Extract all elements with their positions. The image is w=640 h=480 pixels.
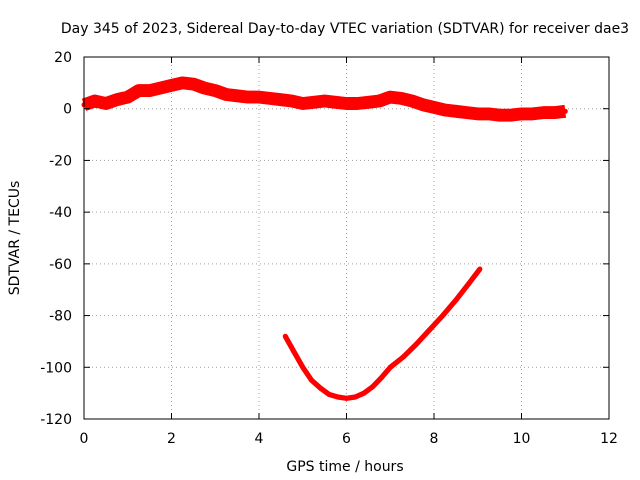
data-point — [540, 110, 546, 116]
data-point — [136, 88, 142, 94]
x-axis-label: GPS time / hours — [286, 459, 403, 475]
data-point — [344, 395, 349, 401]
data-point — [92, 98, 98, 104]
data-point — [376, 98, 382, 104]
data-point — [398, 95, 404, 101]
data-point — [322, 98, 328, 104]
data-point — [414, 341, 419, 347]
data-point — [442, 107, 448, 113]
data-point — [289, 98, 295, 104]
y-axis-label: SDTVAR / TECUs — [7, 181, 23, 296]
x-tick-label: 0 — [80, 431, 89, 447]
data-point — [370, 384, 376, 390]
x-tick-label: 2 — [167, 431, 176, 447]
y-tick-label: -80 — [49, 309, 72, 325]
data-point — [282, 333, 288, 339]
y-tick-label: -100 — [40, 360, 72, 376]
y-tick-label: -120 — [40, 412, 72, 428]
data-point — [420, 102, 426, 108]
data-point — [291, 349, 297, 355]
y-tick-label: 0 — [63, 102, 72, 118]
data-point — [431, 104, 437, 110]
data-point — [379, 375, 384, 381]
data-point — [361, 390, 367, 396]
data-point — [466, 280, 472, 286]
data-point — [103, 101, 109, 106]
x-tick-label: 4 — [255, 431, 264, 447]
data-point — [278, 97, 284, 103]
data-point — [147, 88, 153, 94]
data-point — [190, 81, 196, 87]
data-point — [245, 94, 251, 100]
data-point — [354, 101, 360, 106]
data-point — [529, 111, 535, 117]
grid-lines — [84, 57, 609, 419]
data-point — [344, 101, 349, 106]
y-tick-label: -60 — [49, 257, 72, 273]
y-tick-label: -20 — [49, 153, 72, 169]
data-point — [256, 94, 262, 100]
chart-title: Day 345 of 2023, Sidereal Day-to-day VTE… — [61, 21, 629, 37]
data-point — [427, 327, 433, 333]
data-point — [440, 313, 446, 319]
data-point — [234, 93, 240, 99]
data-point — [114, 97, 120, 103]
data-point — [519, 111, 524, 117]
data-point — [317, 385, 323, 391]
data-point — [179, 80, 185, 86]
data-point — [508, 112, 514, 118]
data-point — [201, 85, 207, 91]
data-point — [335, 394, 341, 400]
data-point — [409, 98, 415, 104]
data-point — [497, 112, 503, 118]
data-point — [326, 391, 332, 397]
data-point — [551, 110, 557, 116]
data-point — [169, 82, 174, 88]
x-tick-label: 8 — [430, 431, 439, 447]
data-point — [300, 364, 306, 370]
tick-layer: 0 2 4 6 8 10 12 -120 -100 -80 -60 -40 -20 0 20 — [40, 50, 618, 447]
data-point — [453, 108, 459, 114]
x-tick-label: 12 — [600, 431, 618, 447]
data-point — [125, 94, 131, 100]
data-point — [223, 92, 229, 97]
data-point — [464, 110, 470, 116]
data-point — [365, 99, 371, 105]
data-point — [333, 99, 339, 105]
y-tick-label: 20 — [54, 50, 72, 66]
data-point — [309, 377, 314, 383]
data-point — [212, 88, 218, 94]
data-point — [400, 354, 406, 360]
data-point — [562, 108, 568, 114]
data-point — [486, 111, 492, 117]
data-point — [352, 394, 358, 400]
data-point — [477, 266, 483, 272]
data-point — [453, 297, 459, 303]
x-tick-label: 10 — [513, 431, 531, 447]
x-tick-label: 6 — [342, 431, 351, 447]
data-point — [387, 364, 393, 370]
data-point — [387, 94, 393, 100]
data-point — [311, 99, 317, 105]
data-point — [267, 95, 273, 101]
y-tick-label: -40 — [49, 205, 72, 221]
data-point — [475, 111, 481, 117]
data-point — [158, 85, 164, 91]
data-point — [300, 101, 306, 106]
series-layer — [81, 76, 568, 401]
